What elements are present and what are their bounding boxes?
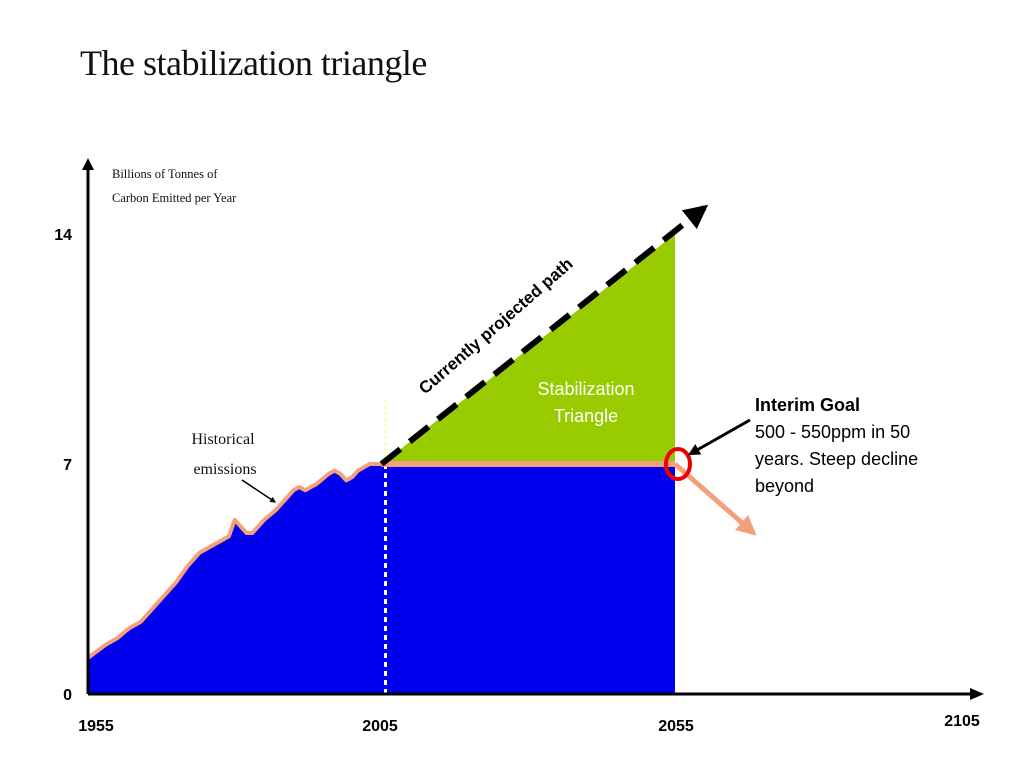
- projected-path-line: [379, 204, 709, 467]
- x-tick-label-1955: 1955: [78, 718, 114, 735]
- y-axis-arrowhead: [82, 158, 94, 170]
- y-tick-label-14: 14: [54, 227, 72, 244]
- historical-emissions-line: [86, 462, 382, 660]
- historical-area: [88, 464, 382, 694]
- flat-path-area: [381, 464, 675, 694]
- interim-goal-text-line-1: 500 - 550ppm in 50: [755, 422, 910, 442]
- interim-goal-title: Interim Goal: [755, 395, 860, 415]
- triangle-label-line-2: Triangle: [554, 406, 618, 426]
- historical-pointer-arrow: [241, 479, 276, 503]
- y-axis-title-line-2: Carbon Emitted per Year: [112, 191, 237, 205]
- interim-goal-text-line-2: years. Steep decline: [755, 449, 918, 469]
- interim-goal-text-line-3: beyond: [755, 476, 814, 496]
- y-tick-label-0: 0: [63, 687, 72, 704]
- page-title: The stabilization triangle: [80, 43, 427, 83]
- x-tick-label-2105: 2105: [944, 713, 980, 730]
- y-tick-label-7: 7: [63, 457, 72, 474]
- historical-label-line-2: emissions: [193, 461, 256, 478]
- y-axis-title-line-1: Billions of Tonnes of: [112, 167, 218, 181]
- x-tick-label-2055: 2055: [658, 718, 694, 735]
- x-axis-arrowhead: [970, 688, 984, 700]
- interim-goal-circle: [664, 447, 692, 481]
- historical-label-line-1: Historical: [191, 431, 255, 448]
- interim-goal-pointer-arrow: [687, 418, 751, 456]
- triangle-label-line-1: Stabilization: [537, 379, 634, 399]
- x-tick-label-2005: 2005: [362, 718, 398, 735]
